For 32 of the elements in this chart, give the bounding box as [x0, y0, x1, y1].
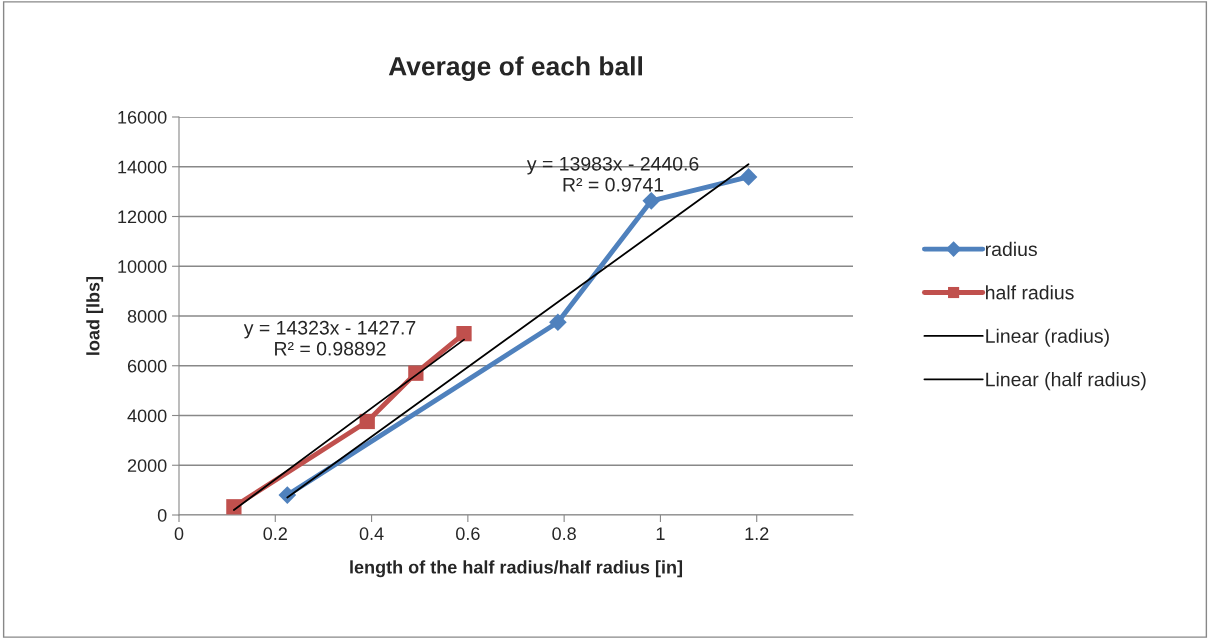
point — [739, 168, 758, 186]
x-tick-label: 0.6 — [456, 527, 480, 541]
x-axis-title: length of the half radius/half radius [in] — [350, 560, 683, 578]
point — [359, 413, 375, 430]
annotation: y = 13983x - 2440.6 R² = 0.9741 — [526, 156, 699, 192]
legend-label: Linear (radius) — [986, 328, 1109, 347]
point — [278, 486, 297, 504]
point — [456, 326, 472, 342]
y-tick-label: 16000 — [118, 110, 167, 124]
legend-label: Linear (half radius) — [986, 372, 1146, 391]
y-tick-label: 10000 — [118, 260, 167, 273]
y-tick-label: 14000 — [118, 160, 167, 174]
y-axis-title: load [lbs] — [86, 276, 104, 355]
chart-title: Average of each ball — [388, 56, 642, 81]
y-tick-label: 12000 — [118, 210, 167, 224]
x-tick-label: 0 — [174, 527, 184, 541]
annotation: y = 14323x - 1427.7 R² = 0.98892 — [243, 320, 416, 356]
y-tick-label: 8000 — [127, 309, 167, 323]
legend-label: half radius — [986, 285, 1074, 300]
y-tick-label: 0 — [157, 508, 167, 522]
point — [226, 499, 242, 515]
x-tick-label: 0.8 — [552, 527, 576, 541]
x-tick-label: 1 — [656, 527, 665, 540]
point — [549, 313, 567, 332]
x-tick-label: 1.2 — [745, 527, 769, 540]
point — [642, 191, 661, 210]
y-tick-label: 2000 — [127, 459, 167, 472]
legend-label: radius — [985, 241, 1037, 257]
y-tick-label: 6000 — [127, 359, 167, 373]
x-tick-label: 0.2 — [263, 527, 287, 541]
x-tick-label: 0.4 — [359, 527, 384, 541]
y-tick-label: 4000 — [127, 409, 167, 423]
